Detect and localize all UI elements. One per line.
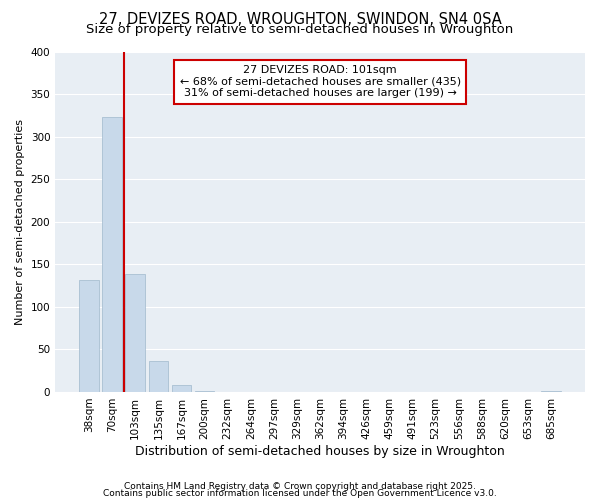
Bar	[541, 391, 561, 392]
Bar	[172, 385, 191, 392]
Bar	[79, 280, 99, 392]
Text: Contains public sector information licensed under the Open Government Licence v3: Contains public sector information licen…	[103, 490, 497, 498]
X-axis label: Distribution of semi-detached houses by size in Wroughton: Distribution of semi-detached houses by …	[135, 444, 505, 458]
Text: 27, DEVIZES ROAD, WROUGHTON, SWINDON, SN4 0SA: 27, DEVIZES ROAD, WROUGHTON, SWINDON, SN…	[98, 12, 502, 28]
Bar	[103, 117, 122, 392]
Text: Size of property relative to semi-detached houses in Wroughton: Size of property relative to semi-detach…	[86, 22, 514, 36]
Bar	[149, 362, 168, 392]
Bar	[195, 391, 214, 392]
Text: 27 DEVIZES ROAD: 101sqm
← 68% of semi-detached houses are smaller (435)
31% of s: 27 DEVIZES ROAD: 101sqm ← 68% of semi-de…	[179, 65, 461, 98]
Text: Contains HM Land Registry data © Crown copyright and database right 2025.: Contains HM Land Registry data © Crown c…	[124, 482, 476, 491]
Bar	[125, 274, 145, 392]
Y-axis label: Number of semi-detached properties: Number of semi-detached properties	[15, 118, 25, 324]
